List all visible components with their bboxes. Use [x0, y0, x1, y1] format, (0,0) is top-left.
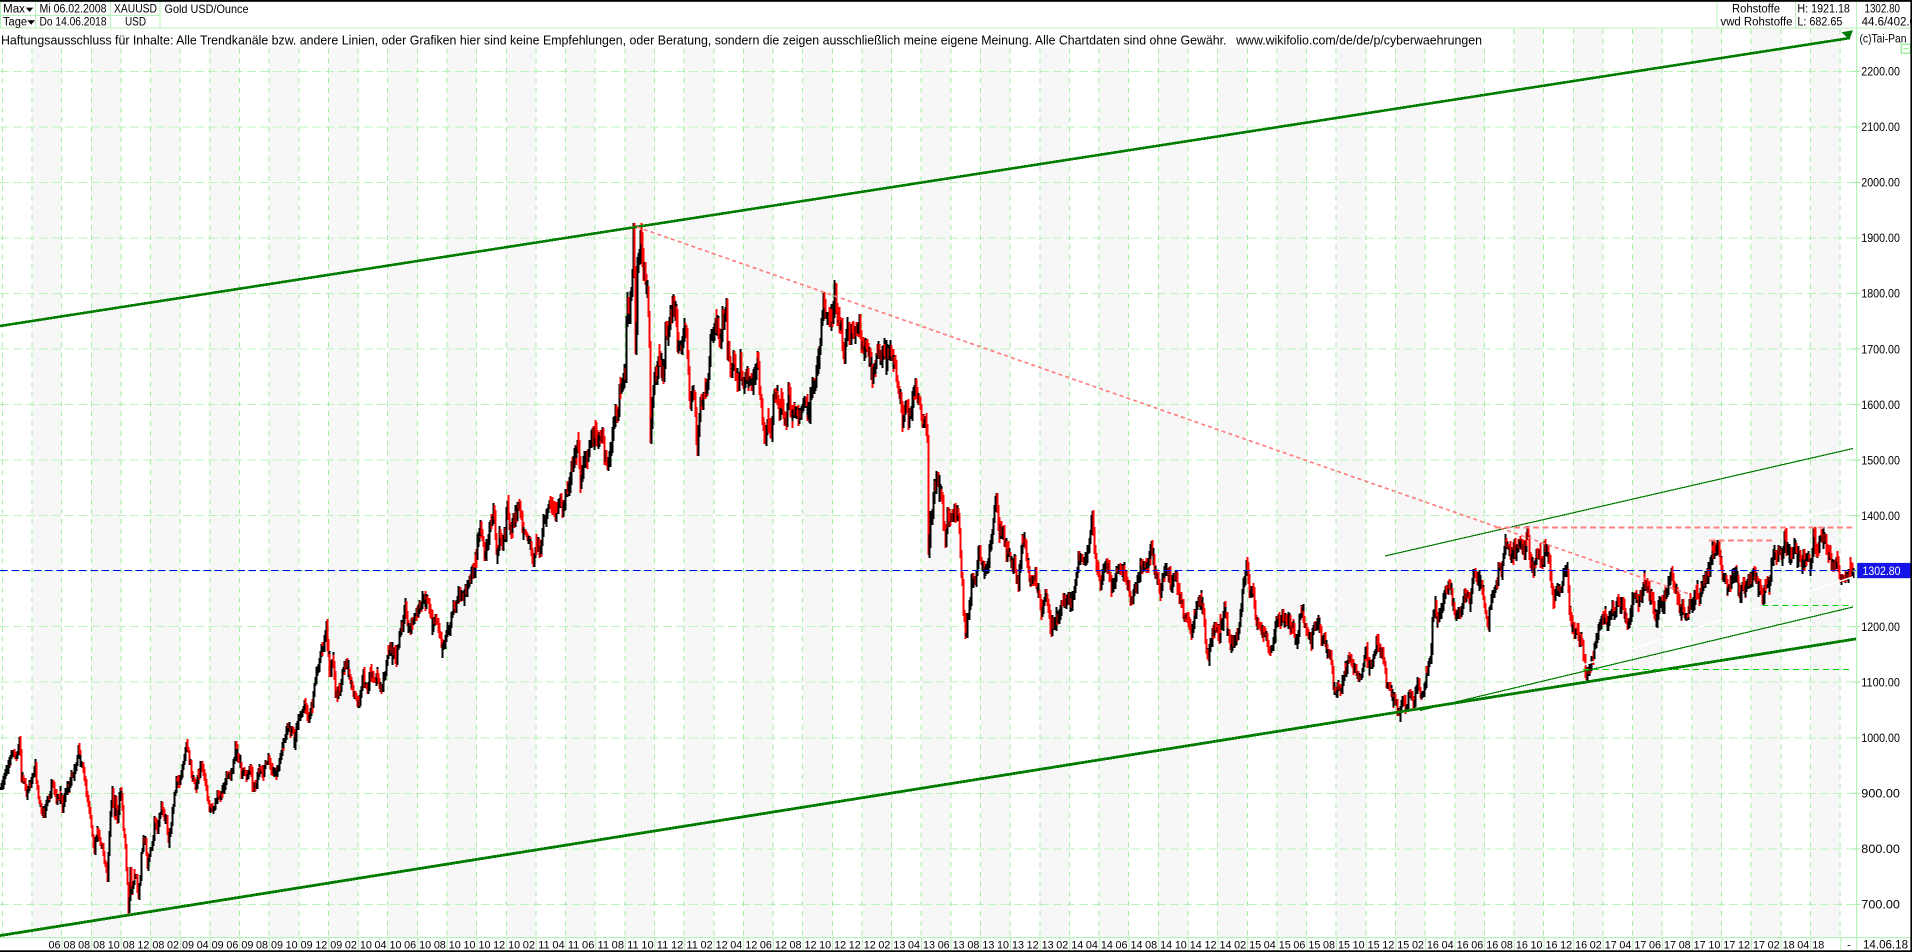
- svg-text:2200.00: 2200.00: [1861, 67, 1900, 79]
- svg-text:08 15: 08 15: [1323, 939, 1350, 951]
- svg-text:Tage: Tage: [3, 16, 27, 28]
- svg-text:06 09: 06 09: [226, 939, 253, 951]
- svg-text:06 10: 06 10: [404, 939, 431, 951]
- svg-text:04 13: 04 13: [908, 939, 935, 951]
- svg-text:1000.00: 1000.00: [1861, 733, 1900, 745]
- svg-text:08 17: 08 17: [1679, 939, 1706, 951]
- svg-text:Do 14.06.2018: Do 14.06.2018: [40, 16, 107, 28]
- svg-text:USD: USD: [125, 16, 146, 28]
- svg-text:12 14: 12 14: [1204, 939, 1231, 951]
- svg-text:10 09: 10 09: [286, 939, 313, 951]
- svg-text:06 13: 06 13: [938, 939, 965, 951]
- svg-text:Rohstoffe: Rohstoffe: [1732, 4, 1780, 16]
- svg-text:10 16: 10 16: [1531, 939, 1558, 951]
- svg-text:02 13: 02 13: [878, 939, 905, 951]
- svg-text:10 11: 10 11: [641, 939, 668, 951]
- svg-text:1500.00: 1500.00: [1861, 455, 1900, 467]
- svg-text:2000.00: 2000.00: [1861, 178, 1900, 190]
- svg-text:04 14: 04 14: [1086, 939, 1113, 951]
- svg-text:02 18: 02 18: [1768, 939, 1795, 951]
- svg-text:08 12: 08 12: [790, 939, 817, 951]
- svg-text:12 08: 12 08: [137, 939, 164, 951]
- svg-text:12 12: 12 12: [849, 939, 876, 951]
- svg-text:1302.80: 1302.80: [1863, 566, 1901, 578]
- svg-text:2100.00: 2100.00: [1861, 122, 1900, 134]
- svg-text:04 09: 04 09: [197, 939, 224, 951]
- svg-text:06 17: 06 17: [1649, 939, 1676, 951]
- svg-text:1200.00: 1200.00: [1861, 622, 1900, 634]
- svg-text:L: 682.65: L: 682.65: [1797, 16, 1842, 28]
- svg-text:1400.00: 1400.00: [1861, 511, 1900, 523]
- svg-text:1800.00: 1800.00: [1861, 289, 1900, 301]
- svg-text:04 12: 04 12: [730, 939, 757, 951]
- svg-text:10 08: 10 08: [108, 939, 135, 951]
- svg-text:02 15: 02 15: [1234, 939, 1261, 951]
- svg-text:06 14: 06 14: [1116, 939, 1143, 951]
- svg-text:08 10: 08 10: [434, 939, 461, 951]
- svg-text:08 14: 08 14: [1145, 939, 1172, 951]
- svg-text:(c)Tai-Pan: (c)Tai-Pan: [1860, 31, 1907, 45]
- svg-text:02 11: 02 11: [523, 939, 550, 951]
- svg-text:10 10: 10 10: [463, 939, 490, 951]
- svg-text:12 17: 12 17: [1738, 939, 1765, 951]
- svg-text:02 12: 02 12: [701, 939, 728, 951]
- svg-text:08 09: 08 09: [256, 939, 283, 951]
- svg-text:1700.00: 1700.00: [1861, 344, 1900, 356]
- svg-text:Gold USD/Ounce: Gold USD/Ounce: [165, 2, 249, 16]
- svg-text:08 16: 08 16: [1501, 939, 1528, 951]
- svg-text:04 11: 04 11: [552, 939, 579, 951]
- svg-text:06 16: 06 16: [1471, 939, 1498, 951]
- svg-text:10 12: 10 12: [819, 939, 846, 951]
- svg-text:vwd Rohstoffe: vwd Rohstoffe: [1721, 16, 1793, 28]
- svg-text:XAUUSD: XAUUSD: [114, 4, 157, 16]
- svg-text:06 15: 06 15: [1293, 939, 1320, 951]
- svg-text:12 11: 12 11: [671, 939, 698, 951]
- svg-text:06 12: 06 12: [760, 939, 787, 951]
- svg-text:14.06.18: 14.06.18: [1863, 939, 1908, 951]
- svg-text:04 15: 04 15: [1264, 939, 1291, 951]
- svg-text:Max: Max: [3, 4, 25, 16]
- svg-text:04 16: 04 16: [1442, 939, 1469, 951]
- svg-text:1302.80: 1302.80: [1865, 4, 1901, 16]
- svg-text:800.00: 800.00: [1861, 844, 1900, 856]
- svg-text:-: -: [1847, 939, 1851, 951]
- svg-text:1900.00: 1900.00: [1861, 233, 1900, 245]
- svg-text:06 11: 06 11: [582, 939, 609, 951]
- svg-text:12 09: 12 09: [315, 939, 342, 951]
- svg-text:12 10: 12 10: [493, 939, 520, 951]
- svg-text:H: 1921.18: H: 1921.18: [1797, 4, 1850, 16]
- svg-text:44.6/402.05: 44.6/402.05: [1862, 16, 1912, 28]
- svg-text:02 14: 02 14: [1056, 939, 1083, 951]
- svg-text:Haftungsausschluss für Inhalte: Haftungsausschluss für Inhalte: Alle Tre…: [1, 34, 1482, 48]
- svg-text:02 10: 02 10: [345, 939, 372, 951]
- svg-text:02 16: 02 16: [1412, 939, 1439, 951]
- svg-text:10 15: 10 15: [1353, 939, 1380, 951]
- svg-text:02 17: 02 17: [1590, 939, 1617, 951]
- svg-text:12 13: 12 13: [1027, 939, 1054, 951]
- svg-text:08 08: 08 08: [78, 939, 105, 951]
- svg-text:04 10: 04 10: [375, 939, 402, 951]
- svg-text:12 16: 12 16: [1560, 939, 1587, 951]
- svg-text:10 13: 10 13: [997, 939, 1024, 951]
- svg-text:12 15: 12 15: [1382, 939, 1409, 951]
- svg-text:04 18: 04 18: [1797, 939, 1824, 951]
- svg-text:02 09: 02 09: [167, 939, 194, 951]
- svg-text:10 17: 10 17: [1708, 939, 1735, 951]
- svg-text:1100.00: 1100.00: [1861, 677, 1900, 689]
- svg-text:900.00: 900.00: [1861, 788, 1900, 800]
- svg-text:06 08: 06 08: [49, 939, 76, 951]
- svg-text:10 14: 10 14: [1175, 939, 1202, 951]
- svg-text:700.00: 700.00: [1861, 900, 1900, 912]
- svg-text:04 17: 04 17: [1619, 939, 1646, 951]
- svg-text:08 13: 08 13: [967, 939, 994, 951]
- svg-text:1600.00: 1600.00: [1861, 400, 1900, 412]
- svg-text:08 11: 08 11: [612, 939, 639, 951]
- svg-text:Mi 06.02.2008: Mi 06.02.2008: [40, 4, 107, 16]
